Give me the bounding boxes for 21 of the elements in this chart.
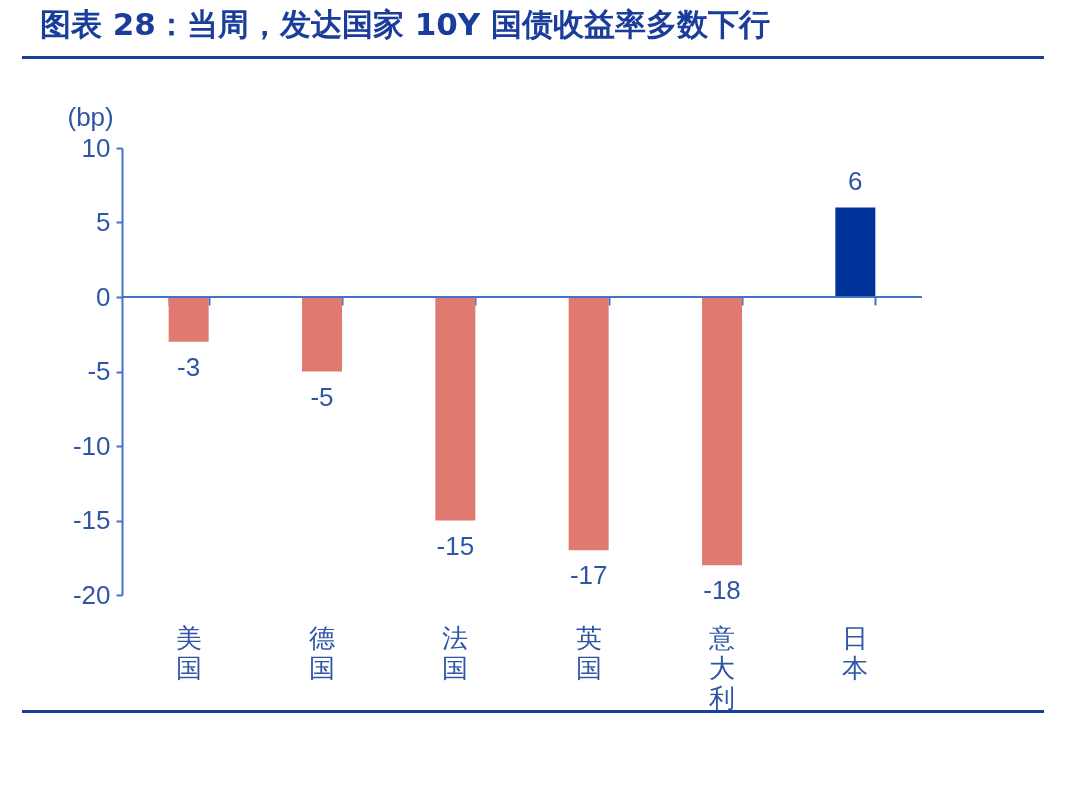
x-tick-label: 德国 [309,622,335,683]
data-label: -17 [569,560,608,591]
x-tick-label: 英国 [575,622,602,683]
x-tick-label: 意大利 [708,622,735,713]
x-tick-label: 日本 [842,622,869,683]
y-tick-label: -10 [72,430,111,461]
y-tick-label: 5 [96,207,111,237]
data-label: 6 [848,165,863,196]
x-tick-label: 美国 [175,622,202,683]
data-label: -3 [177,351,201,382]
data-label: -18 [703,575,741,606]
y-axis-title: (bp) [67,101,114,132]
data-label: -5 [310,381,334,412]
x-tick-label: 法国 [442,622,469,683]
y-tick-label: -5 [87,356,111,386]
y-tick-label: -20 [72,579,111,610]
data-label: -15 [436,530,475,561]
y-tick-label: 10 [81,132,111,163]
y-tick-label: 0 [96,281,111,312]
y-tick-label: -15 [72,505,111,535]
chart-title: 图表 28：当周，发达国家 10Y 国债收益率多数下行 [40,6,771,42]
